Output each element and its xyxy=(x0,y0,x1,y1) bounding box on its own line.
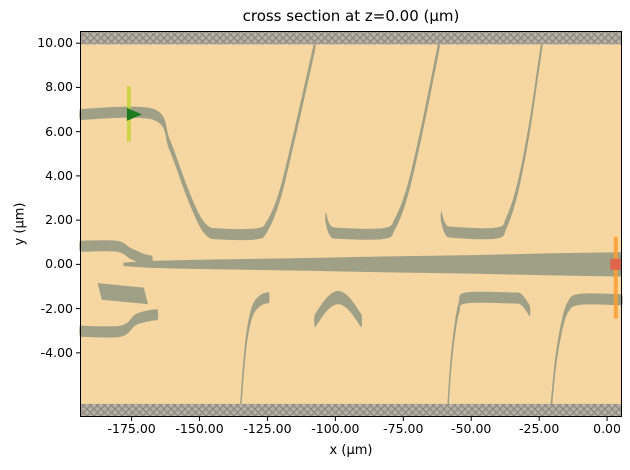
axes-border xyxy=(80,31,622,417)
structure-lower-bar-1 xyxy=(447,291,531,411)
y-tick-label: 10.00 xyxy=(37,35,73,51)
y-tick-label: -4.00 xyxy=(40,344,73,360)
structure-lower-left-bend xyxy=(79,309,159,338)
structure-lower-drop-1 xyxy=(240,292,270,411)
overlays-layer xyxy=(126,86,622,319)
structure-lower-bar-right xyxy=(550,293,623,411)
spines-layer xyxy=(80,31,622,417)
structure-input-waveguide xyxy=(79,240,153,267)
structures-layer xyxy=(79,38,623,411)
y-tick-label: 4.00 xyxy=(45,167,73,183)
plot-background xyxy=(80,31,622,417)
ticks-layer xyxy=(76,42,608,421)
x-axis-label: x (μm) xyxy=(329,443,373,458)
mode-source-arrow xyxy=(126,107,142,121)
pml-bottom-hatch xyxy=(80,403,622,417)
x-tick-label: -75.00 xyxy=(383,421,424,436)
structure-lower-left-patch xyxy=(97,283,148,305)
structure-top-serpentine-2 xyxy=(325,38,440,240)
plot-canvas xyxy=(76,31,623,421)
x-tick-label: -150.00 xyxy=(175,421,224,436)
y-tick-label: 6.00 xyxy=(45,123,73,139)
y-tick-label: 8.00 xyxy=(45,79,73,95)
structure-main-taper xyxy=(123,252,623,277)
y-tick-label: 2.00 xyxy=(45,212,73,228)
x-tick-label: 0.00 xyxy=(593,421,621,436)
pml-layer xyxy=(80,31,622,417)
mode-monitor-marker xyxy=(610,258,622,270)
x-tick-label: -25.00 xyxy=(518,421,560,436)
y-tick-label: 0.00 xyxy=(45,256,73,272)
x-tick-label: -125.00 xyxy=(243,421,292,436)
structure-top-serpentine-3 xyxy=(440,38,543,240)
x-tick-label: -50.00 xyxy=(451,421,492,436)
x-tick-label: -175.00 xyxy=(107,421,156,436)
structure-top-serpentine-1 xyxy=(79,38,316,241)
pml-top-hatch xyxy=(80,31,622,45)
structure-lower-chevron xyxy=(314,290,363,328)
plot-title: cross section at z=0.00 (μm) xyxy=(242,7,460,25)
background-layer xyxy=(80,31,622,417)
structures-group xyxy=(79,38,623,411)
x-tick-label: -100.00 xyxy=(311,421,360,436)
y-tick-label: -2.00 xyxy=(40,300,73,316)
